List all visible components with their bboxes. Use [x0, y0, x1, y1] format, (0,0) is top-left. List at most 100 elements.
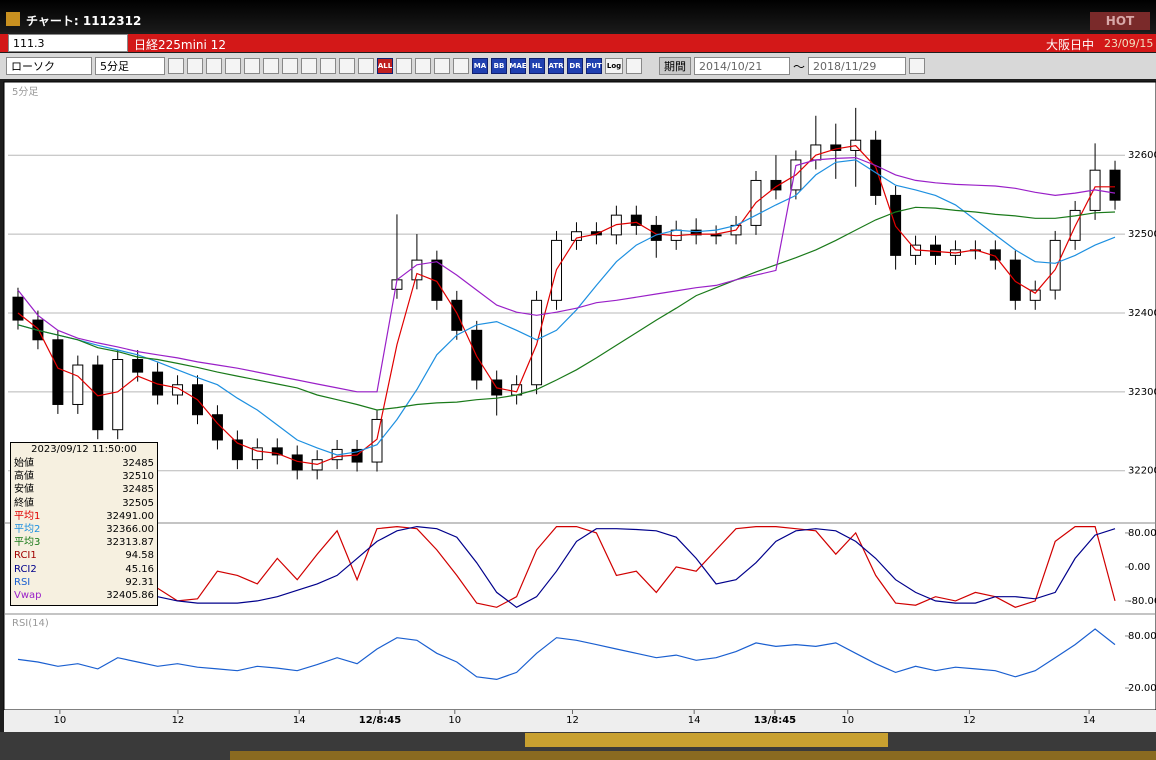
indicator-line [17, 525, 1116, 608]
info-row: RSI 92.31 [11, 576, 157, 589]
x-tick-label: 14 [293, 715, 306, 726]
info-value: 45.16 [125, 563, 154, 575]
symbol-name: 日経225mini 12 [134, 38, 226, 52]
info-row: 平均3 32313.87 [11, 536, 157, 549]
candle-body [251, 447, 263, 461]
y-tick-label: 32400 [1128, 308, 1156, 319]
y-tick-label: 0.00 [1128, 562, 1150, 573]
candle-body [211, 414, 223, 441]
info-value: 32485 [122, 484, 154, 496]
info-label: 終値 [14, 497, 34, 509]
tool[interactable] [396, 58, 412, 74]
info-value: 32405.86 [106, 590, 154, 602]
y-tick-label: 32600 [1128, 150, 1156, 161]
info-value: 32505 [122, 497, 154, 509]
candle-body [930, 244, 941, 256]
tool[interactable] [187, 58, 203, 74]
info-label: 高値 [14, 471, 34, 483]
y-tick-label: 32500 [1128, 229, 1156, 240]
candle-body [411, 259, 423, 281]
tool-button[interactable]: DR [567, 58, 583, 74]
interval[interactable]: 5分足 [95, 57, 165, 75]
tool[interactable] [282, 58, 298, 74]
x-tick-label: 10 [448, 715, 461, 726]
info-row: 平均1 32491.00 [11, 510, 157, 523]
candle-body [770, 179, 782, 191]
x-tick-label: 12 [963, 715, 976, 726]
candle-body [590, 231, 602, 236]
symbol-bar: 111.3 日経225mini 12 大阪日中 23/09/15 [0, 34, 1156, 52]
code-select[interactable]: 111.3 [8, 34, 128, 52]
info-label: 始値 [14, 458, 34, 469]
candle-body [1049, 239, 1061, 291]
panel-label: 5分足 [12, 86, 38, 98]
info-value: 32366.00 [106, 524, 154, 536]
toolbar: ローソク 5分足 ALL MA BB MAE HL ATR DR PUT Log… [0, 53, 1156, 79]
candle-body [92, 364, 104, 431]
x-tick-label: 12 [172, 715, 185, 726]
tool[interactable] [358, 58, 374, 74]
x-tick-label: 14 [688, 715, 701, 726]
tool[interactable] [434, 58, 450, 74]
x-tick-label: 12/8:45 [359, 715, 401, 726]
tool-button[interactable]: Log [605, 58, 623, 74]
window-title: チャート: 1112312 [26, 14, 142, 28]
x-tick-label: 10 [53, 715, 66, 726]
checkbox[interactable] [909, 58, 926, 74]
tilde: 〜 [793, 59, 806, 74]
tool[interactable] [263, 58, 279, 74]
candle-body [710, 234, 722, 237]
tool-button[interactable]: PUT [586, 58, 602, 74]
period-button[interactable]: 期間 [659, 57, 691, 75]
y-tick-label: 80.00 [1128, 631, 1156, 642]
scrollbar-thumb[interactable] [525, 733, 888, 747]
indicator-line [17, 145, 1115, 466]
tool[interactable] [206, 58, 222, 74]
tool[interactable] [626, 58, 642, 74]
candle-body [1009, 259, 1021, 301]
tool[interactable] [320, 58, 336, 74]
tool-button[interactable]: MAE [509, 58, 527, 74]
candle-body [630, 214, 642, 226]
indicator-line [17, 206, 1116, 411]
time-axis-bg [4, 710, 1156, 732]
candle-body [132, 359, 144, 373]
info-row: 始値 32485 [11, 457, 157, 470]
tool-button[interactable]: ATR [548, 58, 564, 74]
tool-button[interactable]: MA [472, 58, 488, 74]
chart-kind[interactable]: ローソク [6, 57, 92, 75]
tool-button[interactable]: HL [529, 58, 545, 74]
y-tick-label: 80.00 [1128, 528, 1156, 539]
info-label: 平均3 [14, 537, 41, 549]
tool[interactable] [244, 58, 260, 74]
x-tick-label: 13/8:45 [754, 715, 796, 726]
x-tick-label: 12 [566, 715, 579, 726]
date: 23/09/15 [1104, 37, 1154, 50]
tool[interactable] [168, 58, 184, 74]
date-to[interactable]: 2018/11/29 [808, 57, 907, 75]
date-from[interactable]: 2014/10/21 [694, 57, 790, 75]
info-value: 32313.87 [106, 537, 154, 549]
info-label: RCI2 [14, 563, 37, 575]
candle-body [690, 229, 702, 236]
tool-button[interactable]: ALL [377, 58, 393, 74]
tool[interactable] [225, 58, 241, 74]
tool[interactable] [415, 58, 431, 74]
info-value: 32491.00 [106, 510, 154, 522]
tool[interactable] [301, 58, 317, 74]
x-tick-label: 14 [1083, 715, 1096, 726]
candle-body [810, 144, 822, 161]
y-tick-label: 32200 [1128, 466, 1156, 477]
tool[interactable] [339, 58, 355, 74]
tool[interactable] [453, 58, 469, 74]
hot-button[interactable]: HOT [1090, 12, 1150, 30]
candle-body [451, 299, 463, 331]
candle-body [431, 259, 443, 301]
title-bar: チャート: 1112312 HOT [0, 0, 1156, 32]
candle-body [52, 339, 64, 405]
candle-body [72, 364, 84, 405]
info-row: 安値 32485 [11, 483, 157, 496]
tool-button[interactable]: BB [491, 58, 507, 74]
